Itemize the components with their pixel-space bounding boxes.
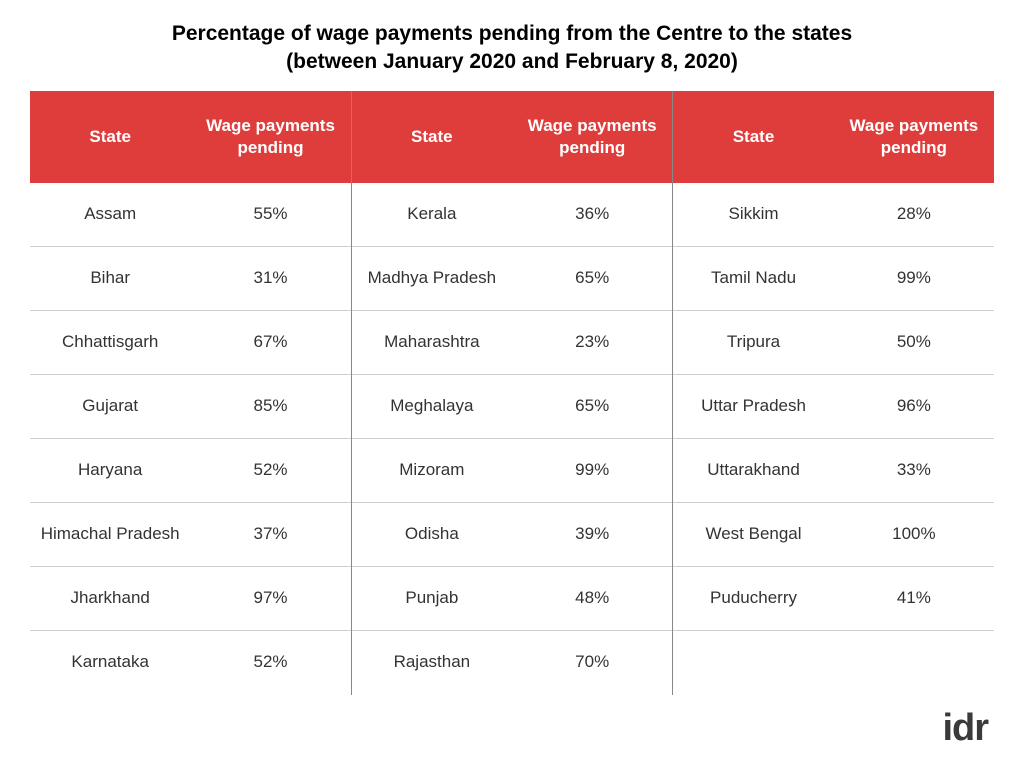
- table-row: Gujarat 85%: [30, 375, 351, 439]
- table-row: Haryana 52%: [30, 439, 351, 503]
- state-cell: Jharkhand: [30, 567, 190, 630]
- title-line-2: (between January 2020 and February 8, 20…: [286, 50, 738, 73]
- table-header-row: State Wage payments pending: [352, 91, 673, 183]
- value-cell: 99%: [512, 439, 672, 502]
- value-cell: 28%: [834, 183, 994, 246]
- table-row: Sikkim 28%: [673, 183, 994, 247]
- state-cell: Kerala: [352, 183, 512, 246]
- state-cell: West Bengal: [673, 503, 833, 566]
- state-cell: Puducherry: [673, 567, 833, 630]
- state-cell: Odisha: [352, 503, 512, 566]
- table-header-row: State Wage payments pending: [673, 91, 994, 183]
- state-cell: Punjab: [352, 567, 512, 630]
- value-cell: 41%: [834, 567, 994, 630]
- table-row: West Bengal 100%: [673, 503, 994, 567]
- state-cell: Himachal Pradesh: [30, 503, 190, 566]
- table-row: Kerala 36%: [352, 183, 673, 247]
- value-cell: 52%: [190, 439, 350, 502]
- column-group-1: State Wage payments pending Assam 55% Bi…: [30, 91, 352, 695]
- state-cell: Assam: [30, 183, 190, 246]
- value-cell: 37%: [190, 503, 350, 566]
- value-cell: 52%: [190, 631, 350, 695]
- value-cell: 65%: [512, 247, 672, 310]
- table-row: Himachal Pradesh 37%: [30, 503, 351, 567]
- table-row: Rajasthan 70%: [352, 631, 673, 695]
- state-cell: Uttar Pradesh: [673, 375, 833, 438]
- table-header-row: State Wage payments pending: [30, 91, 351, 183]
- state-cell: Tamil Nadu: [673, 247, 833, 310]
- value-cell: 96%: [834, 375, 994, 438]
- value-cell: 65%: [512, 375, 672, 438]
- state-cell: Sikkim: [673, 183, 833, 246]
- state-cell: Uttarakhand: [673, 439, 833, 502]
- table-row: Madhya Pradesh 65%: [352, 247, 673, 311]
- state-cell: Gujarat: [30, 375, 190, 438]
- header-state: State: [673, 91, 833, 183]
- state-cell: Madhya Pradesh: [352, 247, 512, 310]
- value-cell: 33%: [834, 439, 994, 502]
- value-cell: 55%: [190, 183, 350, 246]
- table-row: Meghalaya 65%: [352, 375, 673, 439]
- state-cell: [673, 631, 833, 695]
- header-value: Wage payments pending: [190, 91, 350, 183]
- value-cell: 36%: [512, 183, 672, 246]
- header-state: State: [352, 91, 512, 183]
- table-row: Punjab 48%: [352, 567, 673, 631]
- data-table: State Wage payments pending Assam 55% Bi…: [30, 91, 994, 695]
- value-cell: [834, 631, 994, 695]
- header-value: Wage payments pending: [834, 91, 994, 183]
- table-row: Karnataka 52%: [30, 631, 351, 695]
- table-row: Tamil Nadu 99%: [673, 247, 994, 311]
- table-row: Uttar Pradesh 96%: [673, 375, 994, 439]
- table-row: Tripura 50%: [673, 311, 994, 375]
- state-cell: Karnataka: [30, 631, 190, 695]
- state-cell: Tripura: [673, 311, 833, 374]
- value-cell: 39%: [512, 503, 672, 566]
- table-row: Maharashtra 23%: [352, 311, 673, 375]
- value-cell: 85%: [190, 375, 350, 438]
- idr-logo: idr: [942, 707, 988, 750]
- value-cell: 97%: [190, 567, 350, 630]
- table-row: Mizoram 99%: [352, 439, 673, 503]
- state-cell: Meghalaya: [352, 375, 512, 438]
- column-group-2: State Wage payments pending Kerala 36% M…: [352, 91, 674, 695]
- state-cell: Rajasthan: [352, 631, 512, 695]
- table-row: Uttarakhand 33%: [673, 439, 994, 503]
- value-cell: 99%: [834, 247, 994, 310]
- state-cell: Bihar: [30, 247, 190, 310]
- value-cell: 70%: [512, 631, 672, 695]
- value-cell: 48%: [512, 567, 672, 630]
- state-cell: Haryana: [30, 439, 190, 502]
- table-row: Jharkhand 97%: [30, 567, 351, 631]
- state-cell: Mizoram: [352, 439, 512, 502]
- table-row: [673, 631, 994, 695]
- table-row: Chhattisgarh 67%: [30, 311, 351, 375]
- title-line-1: Percentage of wage payments pending from…: [172, 22, 852, 45]
- table-row: Assam 55%: [30, 183, 351, 247]
- column-group-3: State Wage payments pending Sikkim 28% T…: [673, 91, 994, 695]
- state-cell: Chhattisgarh: [30, 311, 190, 374]
- table-row: Odisha 39%: [352, 503, 673, 567]
- table-row: Bihar 31%: [30, 247, 351, 311]
- value-cell: 23%: [512, 311, 672, 374]
- header-value: Wage payments pending: [512, 91, 672, 183]
- page-title: Percentage of wage payments pending from…: [30, 20, 994, 77]
- header-state: State: [30, 91, 190, 183]
- value-cell: 67%: [190, 311, 350, 374]
- value-cell: 50%: [834, 311, 994, 374]
- table-row: Puducherry 41%: [673, 567, 994, 631]
- value-cell: 31%: [190, 247, 350, 310]
- value-cell: 100%: [834, 503, 994, 566]
- state-cell: Maharashtra: [352, 311, 512, 374]
